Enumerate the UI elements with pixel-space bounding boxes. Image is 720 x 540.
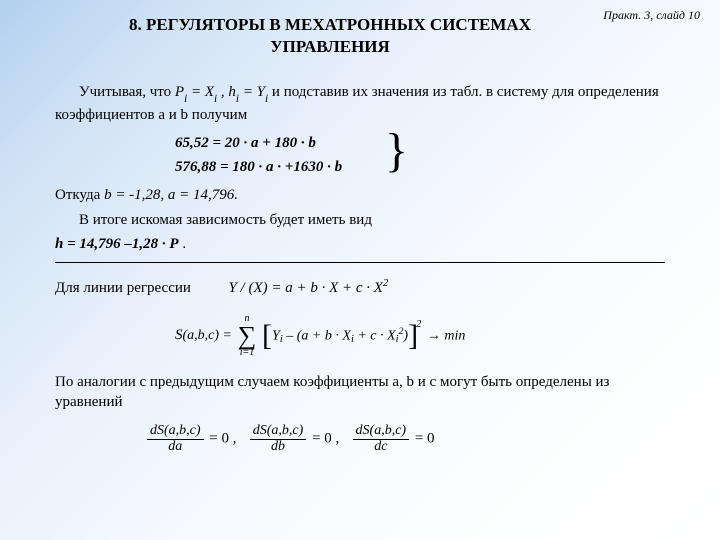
slide-reference: Практ. 3, слайд 10 <box>603 8 700 23</box>
reg-eq-sup: 2 <box>383 278 388 289</box>
eq-part-2: = Y <box>243 84 265 100</box>
frac-db: dS(a,b,c) db <box>250 424 307 454</box>
final-equation: h = 14,796 –1,28 · P . <box>55 234 665 254</box>
whence-line: Откуда b = -1,28, a = 14,796. <box>55 185 665 205</box>
var-h: h <box>228 84 236 100</box>
page-title: 8. РЕГУЛЯТОРЫ В МЕХАТРОННЫХ СИСТЕМАХ УПР… <box>90 14 570 58</box>
sum-mid2: + c · X <box>354 328 396 343</box>
sigma-glyph: ∑ <box>238 324 257 347</box>
frac-dc-den: dc <box>353 440 410 455</box>
sum-body: [Yi – (a + b · Xi + c · Xi2)]2 → min <box>262 316 465 357</box>
frac-dc: dS(a,b,c) dc <box>353 424 410 454</box>
sigma-bottom: i=1 <box>238 348 257 358</box>
divider <box>55 262 665 263</box>
final-intro: В итоге искомая зависимость будет иметь … <box>55 210 665 230</box>
regression-line: Для линии регрессии Y / (X) = a + b · X … <box>55 277 665 298</box>
analogy-text: По аналогии с предыдущим случаем коэффиц… <box>55 372 665 413</box>
frac-da-num: dS(a,b,c) <box>147 424 204 440</box>
sum-i3: i <box>396 334 399 345</box>
eq0-1: = 0 <box>206 431 229 447</box>
frac-db-num: dS(a,b,c) <box>250 424 307 440</box>
sub-i-1: i <box>184 93 187 105</box>
sum-mid: – (a + b · X <box>283 328 351 343</box>
frac-da: dS(a,b,c) da <box>147 424 204 454</box>
whence-label: Откуда <box>55 187 104 203</box>
eq-part-1: = X <box>191 84 214 100</box>
sum-i1: i <box>280 334 283 345</box>
eq0-3: = 0 <box>411 431 434 447</box>
final-dot: . <box>179 236 187 252</box>
right-brace: } <box>385 127 408 175</box>
var-P: P <box>175 84 184 100</box>
sum-Y: Y <box>272 328 280 343</box>
sum-i2: i <box>351 334 354 345</box>
sum-S: S <box>175 328 183 344</box>
sub-i-2: i <box>214 93 217 105</box>
reg-eq-pre: Y / (X) = a + b · X + c · X <box>228 280 383 296</box>
sum-formula: S(a,b,c) = n ∑ i=1 [Yi – (a + b · Xi + c… <box>175 314 665 357</box>
reg-equation: Y / (X) = a + b · X + c · X2 <box>228 280 388 296</box>
frac-db-den: db <box>250 440 307 455</box>
intro-prefix: Учитывая, что <box>79 84 175 100</box>
content-body: Учитывая, что Pi = Xi , hi = Yi и подста… <box>55 80 665 455</box>
system-equations: 65,52 = 20 · a + 180 · b 576,88 = 180 · … <box>175 131 665 179</box>
sum-outer-sq: 2 <box>416 319 421 330</box>
intro-paragraph: Учитывая, что Pi = Xi , hi = Yi и подста… <box>55 82 665 125</box>
whence-values: b = -1,28, a = 14,796. <box>104 187 238 203</box>
frac-dc-num: dS(a,b,c) <box>353 424 410 440</box>
equation-2: 576,88 = 180 · a · +1630 · b <box>175 155 665 179</box>
equation-1: 65,52 = 20 · a + 180 · b <box>175 131 665 155</box>
comma-a: , <box>229 431 240 447</box>
sub-i-3: i <box>236 93 239 105</box>
eq0-2: = 0 <box>308 431 331 447</box>
final-eq-text: h = 14,796 –1,28 · P <box>55 236 179 252</box>
sigma-symbol: n ∑ i=1 <box>238 314 257 357</box>
derivative-equations: dS(a,b,c) da = 0 , dS(a,b,c) db = 0 , dS… <box>145 424 665 454</box>
frac-da-den: da <box>147 440 204 455</box>
sum-arrow: → min <box>423 328 465 343</box>
sub-i-4: i <box>265 93 268 105</box>
reg-label: Для линии регрессии <box>55 280 191 296</box>
comma-b: , <box>332 431 343 447</box>
sum-args: (a,b,c) = <box>183 329 233 344</box>
